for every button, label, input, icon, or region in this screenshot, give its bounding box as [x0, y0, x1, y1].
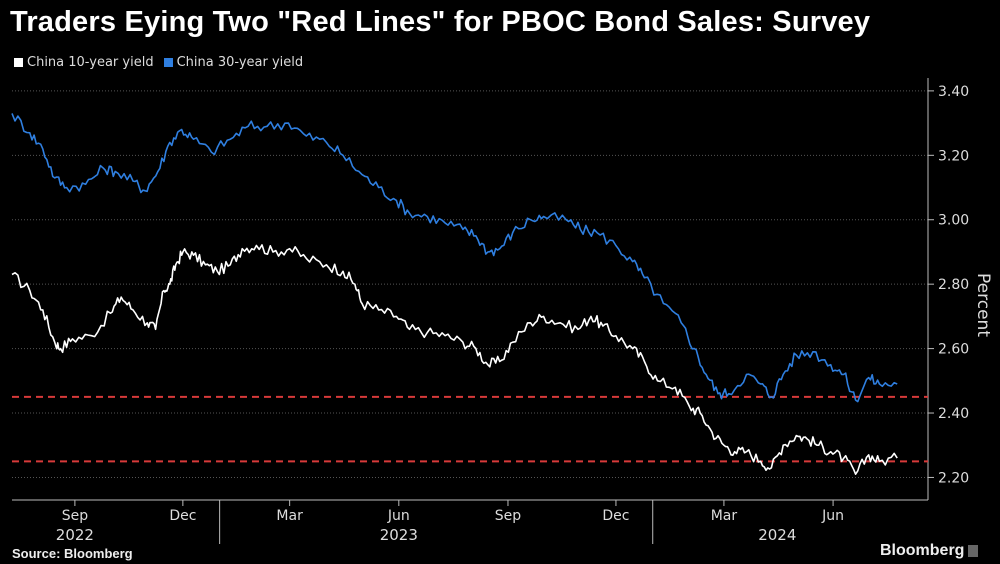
y-tick-label: 2.40	[938, 406, 969, 422]
brand-mark-icon	[968, 545, 979, 557]
y-tick-label: 3.20	[938, 148, 969, 164]
year-label: 2022	[56, 526, 94, 544]
y-axis-label: Percent	[973, 273, 993, 337]
x-tick-label: Mar	[276, 508, 303, 524]
series-line-10y	[11, 244, 898, 475]
year-label: 2023	[380, 526, 418, 544]
x-tick-label: Sep	[62, 508, 89, 524]
year-label: 2024	[758, 526, 796, 544]
legend-item-30y: China 30-year yield	[163, 55, 304, 70]
x-tick-label: Dec	[169, 508, 196, 524]
x-tick-label: Jun	[387, 508, 410, 524]
chart-title: Traders Eying Two "Red Lines" for PBOC B…	[10, 6, 871, 38]
legend-item-10y: China 10-year yield	[14, 55, 154, 70]
x-tick-label: Jun	[821, 508, 844, 524]
x-tick-label: Sep	[495, 508, 522, 524]
y-tick-label: 3.00	[938, 213, 969, 229]
legend-swatch-10y	[14, 58, 23, 67]
x-tick-label: Dec	[602, 508, 629, 524]
x-tick-label: Mar	[711, 508, 738, 524]
y-tick-label: 2.80	[938, 277, 969, 293]
legend-label-10y: China 10-year yield	[27, 55, 154, 70]
source-note: Source: Bloomberg	[12, 546, 133, 561]
series-line-30y	[11, 113, 898, 403]
legend-label-30y: China 30-year yield	[176, 55, 304, 70]
y-tick-label: 2.20	[938, 470, 969, 486]
y-tick-label: 2.60	[938, 342, 969, 358]
legend: China 10-year yield China 30-year yield	[14, 55, 303, 70]
brand-name: Bloomberg	[880, 542, 965, 559]
brand-logo: Bloomberg	[880, 542, 979, 560]
legend-swatch-30y	[163, 58, 173, 67]
y-tick-label: 3.40	[938, 84, 969, 100]
